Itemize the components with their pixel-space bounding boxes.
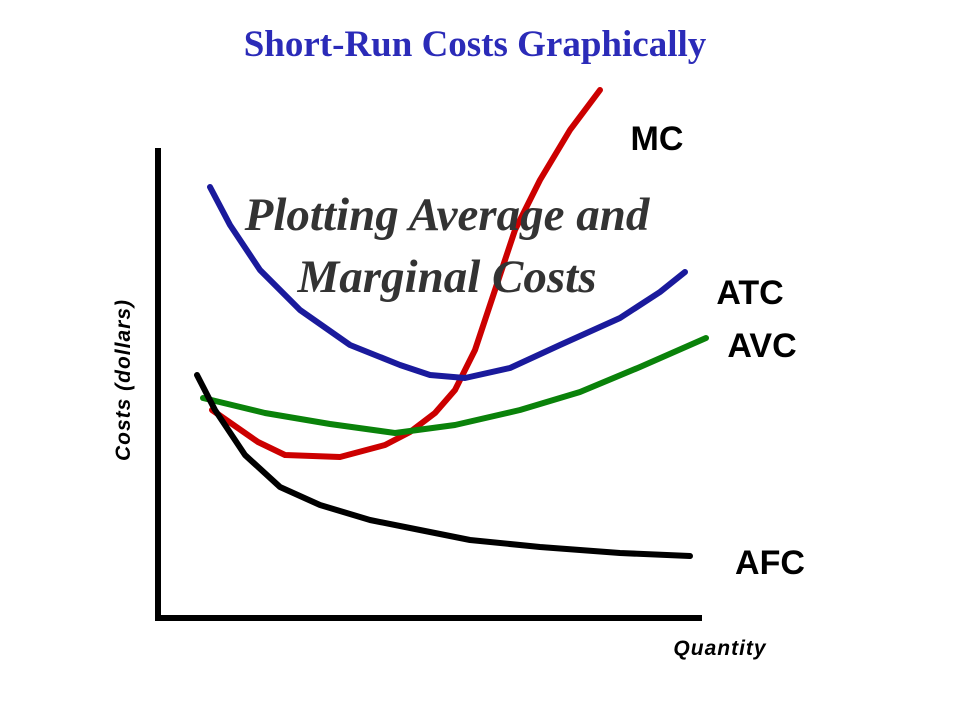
curve-label: ATC bbox=[716, 274, 783, 312]
subtitle-line: Marginal Costs bbox=[296, 251, 596, 303]
y-axis-label: Costs (dollars) bbox=[112, 299, 135, 461]
curve-label: MC bbox=[631, 120, 684, 158]
title: Short-Run Costs Graphically bbox=[244, 24, 707, 65]
atc-curve bbox=[207, 184, 688, 381]
afc-curve bbox=[194, 372, 693, 559]
mc-curve bbox=[209, 87, 603, 460]
x-axis-label: Quantity bbox=[673, 637, 766, 660]
curve-label: AVC bbox=[727, 327, 796, 365]
curve-label: AFC bbox=[735, 544, 805, 582]
avc-curve bbox=[200, 335, 709, 436]
subtitle-line: Plotting Average and bbox=[244, 189, 651, 241]
